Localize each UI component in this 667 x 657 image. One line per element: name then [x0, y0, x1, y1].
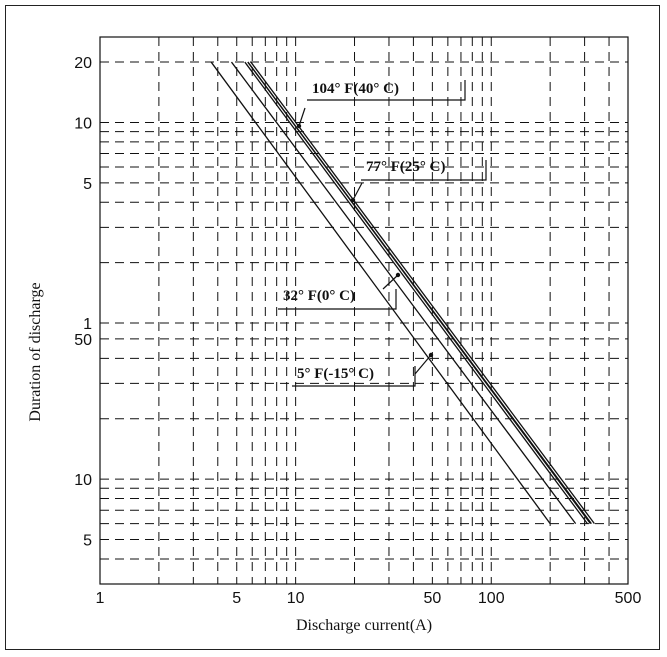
series-label-3: 32° F(0° C): [283, 288, 355, 304]
series-label-4: 5° F(-15° C): [297, 366, 374, 382]
series-label-leader: [298, 107, 306, 127]
series-line-2: [244, 61, 588, 525]
series-label-leader: [352, 182, 363, 201]
x-tick-label: 10: [287, 590, 305, 607]
series-label-arrowhead: [350, 197, 356, 203]
y-tick-label-hours: 5: [83, 176, 92, 193]
series-lines: [210, 61, 595, 525]
y-tick-label-minutes: 10: [74, 472, 92, 489]
series-label-leader: [414, 354, 432, 375]
grid: [99, 36, 629, 585]
series-label-bracket: [361, 160, 487, 181]
series-label-arrowhead: [428, 352, 434, 358]
x-tick-label: 500: [615, 590, 642, 607]
series-label-arrowhead: [395, 272, 401, 278]
y-tick-label-hours: 1: [83, 316, 92, 333]
series-label-1: 104° F(40° C): [312, 81, 399, 97]
series-line-4: [210, 61, 551, 525]
series-line-2-double: [247, 61, 591, 525]
chart-frame: [5, 5, 660, 650]
series-line-3: [230, 61, 577, 525]
y-tick-label-hours: 20: [74, 55, 92, 72]
series-labels: 104° F(40° C) 77° F(25° C) 32° F(0° C) 5° F…: [278, 80, 487, 387]
x-tick-label: 50: [423, 590, 441, 607]
y-tick-label-hours: 10: [74, 115, 92, 132]
x-tick-label: 100: [478, 590, 505, 607]
plot-area-border: [99, 36, 629, 585]
series-label-arrowhead: [296, 123, 302, 129]
y-tick-label-minutes: 5: [83, 533, 92, 550]
x-tick-label: 1: [96, 590, 105, 607]
y-axis-label: Duration of discharge: [27, 282, 44, 421]
series-label-bracket: [292, 366, 416, 387]
series-label-leader: [382, 274, 399, 290]
series-label-bracket: [278, 289, 397, 310]
y-tick-label-minutes: 50: [74, 332, 92, 349]
x-axis-label: Discharge current(A): [296, 617, 432, 634]
series-label-bracket: [307, 80, 466, 101]
series-line-1-double: [250, 61, 595, 525]
series-label-2: 77° F(25° C): [366, 159, 445, 175]
x-tick-label: 5: [232, 590, 241, 607]
